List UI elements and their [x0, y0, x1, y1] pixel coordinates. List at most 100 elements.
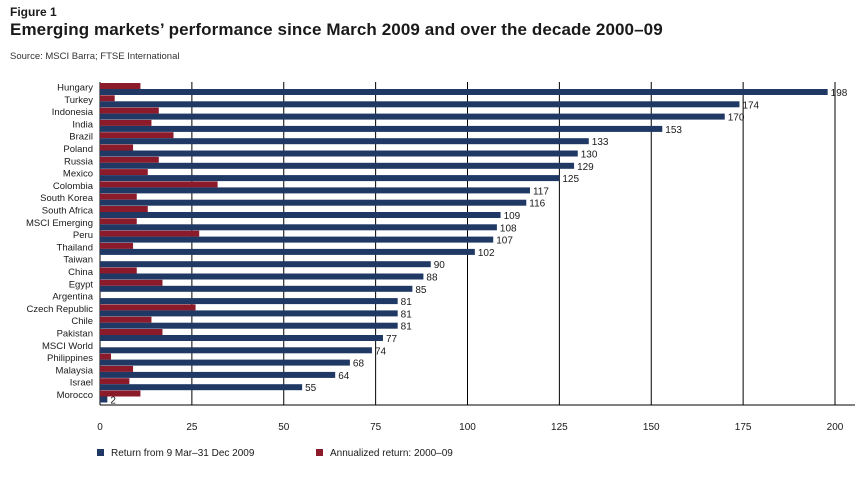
- category-label: Poland: [63, 144, 93, 155]
- bar-return-2009: [100, 212, 501, 218]
- bar-annualized-return: [100, 119, 152, 126]
- bar-return-2009: [100, 347, 372, 354]
- category-label: India: [72, 119, 93, 130]
- data-label: 81: [401, 322, 413, 333]
- bar-annualized-return: [100, 365, 134, 372]
- x-tick-label: 175: [735, 422, 752, 433]
- bar-return-2009: [100, 224, 497, 231]
- bar-return-2009: [100, 199, 527, 206]
- x-tick-label: 25: [186, 422, 198, 433]
- category-label: Czech Republic: [26, 304, 93, 315]
- bar-return-2009: [100, 113, 725, 120]
- bar-return-2009: [100, 396, 108, 403]
- category-label: Egypt: [69, 279, 94, 290]
- bar-return-2009: [100, 371, 336, 378]
- bar-return-2009: [100, 273, 424, 280]
- x-tick-label: 100: [459, 422, 476, 433]
- data-label: 109: [504, 211, 521, 222]
- category-label: Thailand: [57, 242, 93, 253]
- category-label: Philippines: [47, 353, 93, 364]
- data-label: 116: [529, 199, 545, 210]
- bar-return-2009: [100, 175, 560, 182]
- category-label: Indonesia: [52, 107, 94, 118]
- bar-annualized-return: [100, 378, 130, 385]
- data-label: 174: [742, 100, 759, 111]
- bar-return-2009: [100, 248, 475, 255]
- bar-return-2009: [100, 89, 828, 95]
- category-label: MSCI Emerging: [26, 218, 93, 229]
- data-label: 170: [728, 113, 745, 124]
- bar-annualized-return: [100, 169, 148, 176]
- data-label: 85: [415, 285, 427, 296]
- category-label: Mexico: [63, 169, 93, 180]
- category-label: Israel: [70, 378, 93, 389]
- legend-label-annualized-return: Annualized return: 2000–09: [330, 448, 453, 459]
- legend-swatch-return-2009: [97, 449, 104, 456]
- bar-annualized-return: [100, 353, 112, 360]
- bar-annualized-return: [100, 329, 163, 335]
- data-label: 2: [110, 396, 116, 407]
- bar-annualized-return: [100, 218, 137, 225]
- bar-return-2009: [100, 322, 398, 329]
- x-tick-label: 75: [370, 422, 382, 433]
- bar-return-2009: [100, 150, 578, 157]
- bar-annualized-return: [100, 83, 141, 89]
- bar-annualized-return: [100, 230, 200, 237]
- bar-return-2009: [100, 236, 494, 243]
- bar-return-2009: [100, 310, 398, 317]
- category-label: Peru: [73, 230, 93, 241]
- bar-annualized-return: [100, 390, 141, 397]
- bar-return-2009: [100, 359, 350, 366]
- data-label: 74: [375, 346, 387, 357]
- data-label: 129: [577, 162, 594, 173]
- bar-return-2009: [100, 162, 575, 169]
- chart-title: Emerging markets’ performance since Marc…: [10, 20, 663, 39]
- bar-annualized-return: [100, 206, 148, 212]
- legend-label-return-2009: Return from 9 Mar–31 Dec 2009: [111, 448, 255, 459]
- data-label: 77: [386, 334, 398, 345]
- category-label: MSCI World: [42, 341, 93, 352]
- bar-annualized-return: [100, 316, 152, 323]
- bar-return-2009: [100, 261, 431, 268]
- category-label: Chile: [71, 316, 93, 327]
- bar-return-2009: [100, 101, 740, 108]
- category-label: Malaysia: [56, 365, 94, 376]
- bar-return-2009: [100, 187, 530, 194]
- data-label: 125: [562, 174, 579, 185]
- bar-annualized-return: [100, 107, 159, 114]
- bar-annualized-return: [100, 132, 174, 139]
- bar-annualized-return: [100, 304, 196, 311]
- x-tick-label: 50: [278, 422, 290, 433]
- bar-annualized-return: [100, 156, 159, 163]
- bar-annualized-return: [100, 144, 134, 151]
- data-label: 88: [426, 273, 438, 284]
- bar-return-2009: [100, 138, 589, 145]
- data-label: 64: [338, 371, 350, 382]
- category-label: South Korea: [40, 193, 94, 204]
- bar-annualized-return: [100, 181, 218, 188]
- data-label: 55: [305, 383, 317, 394]
- bar-return-2009: [100, 125, 663, 132]
- category-label: Morocco: [57, 390, 93, 401]
- category-label: Brazil: [69, 132, 93, 143]
- x-tick-label: 125: [551, 422, 568, 433]
- category-label: Russia: [64, 156, 94, 167]
- data-label: 68: [353, 359, 365, 370]
- legend-swatch-annualized-return: [316, 449, 323, 456]
- bar-annualized-return: [100, 267, 137, 274]
- x-tick-label: 150: [643, 422, 660, 433]
- category-label: Turkey: [64, 95, 93, 106]
- x-tick-label: 200: [827, 422, 844, 433]
- bar-annualized-return: [100, 193, 137, 200]
- data-label: 153: [665, 125, 682, 136]
- bar-annualized-return: [100, 242, 134, 249]
- category-label: Hungary: [57, 83, 93, 94]
- bar-annualized-return: [100, 95, 115, 102]
- data-label: 117: [533, 186, 549, 197]
- x-tick-label: 0: [97, 422, 103, 433]
- chart-source: Source: MSCI Barra; FTSE International: [10, 51, 180, 62]
- category-label: Colombia: [53, 181, 94, 192]
- data-label: 198: [831, 88, 848, 99]
- bar-return-2009: [100, 298, 398, 305]
